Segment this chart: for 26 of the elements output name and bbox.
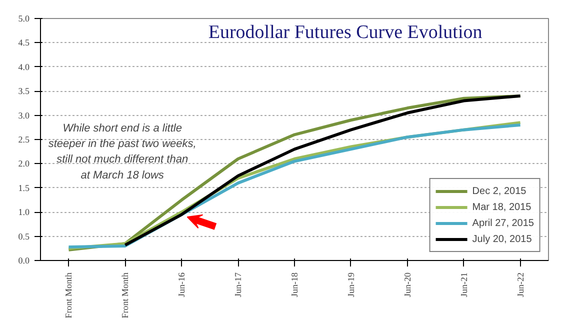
legend-label: Dec 2, 2015 [472,184,526,198]
y-tick-label: 3.5 [18,86,30,96]
y-tick-label: 1.0 [18,207,30,218]
y-tick-label: 5.0 [18,14,30,24]
y-tick-label: 1.5 [18,182,30,193]
y-tick-label: 4.5 [18,38,30,48]
y-tick-label: 2.5 [18,134,30,144]
x-tick-label: Jun-21 [458,272,469,297]
x-tick-label: Jun-22 [515,272,526,297]
legend-label: April 27, 2015 [472,216,534,230]
x-tick-label: Jun-16 [176,272,187,297]
x-tick-label: Jun-19 [346,272,356,297]
y-tick-label: 3.0 [18,110,30,120]
annotation: While short end is a little steeper in the past two weeks, still not much different than at March 18 lows [48,122,196,182]
y-tick-label: 0.5 [18,231,30,242]
x-tick-label: Front Month [64,272,74,318]
x-tick-label: Jun-17 [233,272,244,297]
x-tick-label: Jun-20 [402,272,412,297]
y-tick-label: 0.0 [18,256,30,266]
legend-label: July 20, 2015 [472,232,532,246]
x-tick-label: Jun-18 [290,272,300,297]
y-tick-label: 4.0 [18,62,30,72]
x-tick-label: Front Month [120,272,130,318]
y-tick-label: 2.0 [18,158,30,169]
chart-title: Eurodollar Futures Curve Evolution [208,22,483,44]
legend-label: Mar 18, 2015 [472,200,532,214]
